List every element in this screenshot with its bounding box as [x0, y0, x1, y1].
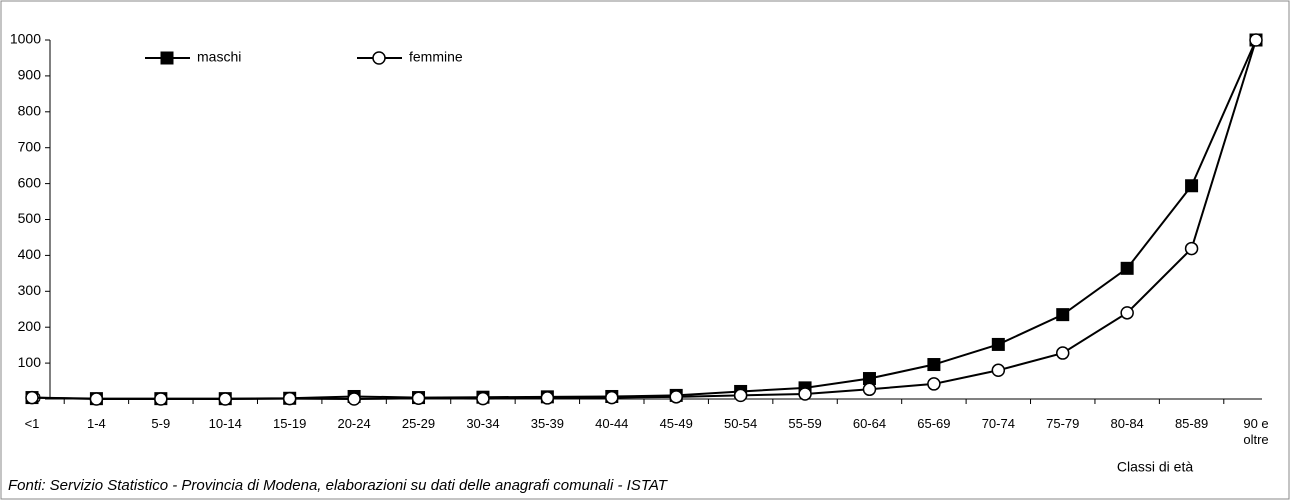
x-tick-label: 80-84: [1110, 416, 1144, 431]
y-tick-label: 100: [18, 354, 42, 370]
marker: [733, 388, 748, 403]
legend-label: femmine: [409, 49, 463, 65]
x-tick-label: 65-69: [917, 416, 951, 431]
marker: [372, 51, 386, 65]
marker: [89, 392, 104, 406]
x-tick-label: 10-14: [208, 416, 242, 431]
marker: [605, 390, 619, 405]
marker: [218, 392, 233, 406]
x-tick-label: 40-44: [595, 416, 629, 431]
marker: [347, 392, 361, 406]
x-tick-label: 5-9: [151, 416, 171, 431]
x-tick-label: 90 e oltre: [1243, 416, 1269, 447]
marker: [1185, 179, 1199, 193]
marker: [154, 392, 168, 406]
y-tick-label: 1000: [10, 31, 41, 47]
marker: [1249, 33, 1263, 47]
note: Fonti: Servizio Statistico - Provincia d…: [8, 477, 669, 494]
marker: [927, 358, 941, 372]
x-tick-label: 20-24: [337, 416, 371, 431]
x-tick-label: 1-4: [87, 416, 106, 431]
x-tick-label: 70-74: [981, 416, 1015, 431]
y-tick-label: 200: [18, 318, 42, 334]
x-tick-label: 30-34: [466, 416, 500, 431]
y-tick-label: 300: [18, 282, 42, 298]
y-tick-label: 800: [18, 103, 42, 119]
marker: [160, 51, 174, 65]
marker: [862, 382, 877, 397]
y-tick-label: 900: [18, 67, 42, 83]
legend-label: maschi: [197, 49, 241, 65]
x-tick-label: 60-64: [852, 416, 887, 431]
x-tick-label: 35-39: [530, 416, 564, 431]
x-tick-label: 55-59: [788, 416, 822, 431]
x-tick-label: 50-54: [724, 416, 758, 431]
marker: [991, 363, 1006, 378]
x-tick-label: <1: [24, 416, 40, 431]
marker: [1120, 261, 1134, 275]
x-tick-label: 45-49: [659, 416, 693, 431]
marker: [1055, 346, 1070, 360]
marker: [927, 377, 941, 391]
x-tick-label: 15-19: [273, 416, 307, 431]
x-tick-label: 25-29: [401, 416, 436, 431]
marker: [1184, 241, 1199, 256]
x-tick-label: 85-89: [1174, 416, 1209, 431]
marker: [991, 337, 1005, 351]
marker: [476, 391, 490, 406]
y-tick-label: 500: [18, 210, 42, 226]
marker: [798, 387, 812, 401]
y-tick-label: 700: [18, 138, 42, 154]
y-tick-label: 400: [18, 246, 42, 262]
marker: [25, 390, 39, 405]
marker: [540, 391, 555, 405]
y-tick-label: 600: [18, 174, 42, 190]
x-axis-title: Classi di età: [1117, 459, 1193, 475]
line: [31, 39, 1257, 401]
marker: [1056, 308, 1070, 322]
marker: [282, 391, 297, 406]
x-tick-label: 75-79: [1046, 416, 1080, 431]
marker: [411, 391, 426, 406]
marker: [1120, 306, 1134, 320]
marker: [669, 390, 683, 404]
